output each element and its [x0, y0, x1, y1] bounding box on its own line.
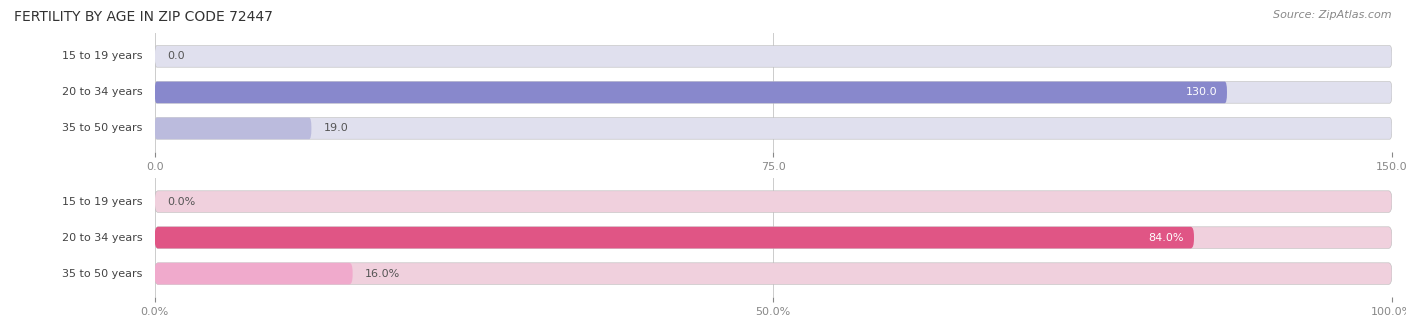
FancyBboxPatch shape [155, 227, 1392, 248]
FancyBboxPatch shape [155, 227, 1194, 248]
FancyBboxPatch shape [155, 191, 1392, 213]
Text: Source: ZipAtlas.com: Source: ZipAtlas.com [1274, 10, 1392, 20]
Text: 0.0: 0.0 [167, 51, 184, 61]
Text: FERTILITY BY AGE IN ZIP CODE 72447: FERTILITY BY AGE IN ZIP CODE 72447 [14, 10, 273, 24]
Text: 130.0: 130.0 [1185, 87, 1218, 97]
Text: 15 to 19 years: 15 to 19 years [62, 197, 142, 207]
Text: 20 to 34 years: 20 to 34 years [62, 233, 142, 243]
FancyBboxPatch shape [155, 82, 1392, 103]
FancyBboxPatch shape [155, 46, 1392, 67]
Text: 20 to 34 years: 20 to 34 years [62, 87, 142, 97]
Text: 35 to 50 years: 35 to 50 years [62, 269, 142, 279]
FancyBboxPatch shape [155, 263, 1392, 284]
Text: 19.0: 19.0 [323, 123, 349, 133]
FancyBboxPatch shape [155, 117, 311, 139]
Text: 0.0%: 0.0% [167, 197, 195, 207]
Text: 84.0%: 84.0% [1149, 233, 1184, 243]
Text: 35 to 50 years: 35 to 50 years [62, 123, 142, 133]
FancyBboxPatch shape [155, 82, 1227, 103]
Text: 16.0%: 16.0% [366, 269, 401, 279]
FancyBboxPatch shape [155, 117, 1392, 139]
Text: 15 to 19 years: 15 to 19 years [62, 51, 142, 61]
FancyBboxPatch shape [155, 263, 353, 284]
